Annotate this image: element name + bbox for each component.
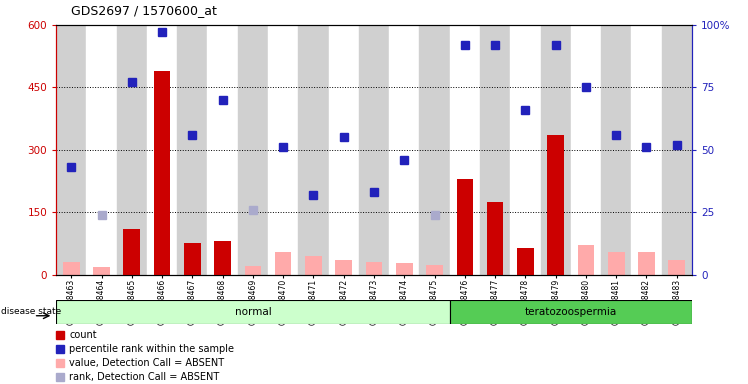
Text: disease state: disease state (1, 308, 61, 316)
Bar (487, 202, 503, 275)
Bar (662, 25, 692, 275)
Bar (450, 25, 480, 275)
Text: count: count (70, 330, 97, 340)
Bar (154, 71, 171, 275)
Bar (238, 25, 268, 275)
Bar (335, 260, 352, 275)
Bar (456, 179, 473, 275)
Bar (123, 229, 140, 275)
Text: normal: normal (235, 307, 272, 317)
Bar (517, 248, 534, 275)
Bar (601, 25, 631, 275)
Bar (275, 252, 292, 275)
Bar (94, 267, 110, 275)
Bar (571, 25, 601, 275)
Bar (177, 25, 207, 275)
Bar (577, 245, 594, 275)
Bar (214, 241, 231, 275)
Bar (117, 25, 147, 275)
Bar (420, 25, 450, 275)
Text: value, Detection Call = ABSENT: value, Detection Call = ABSENT (70, 358, 224, 368)
Bar (245, 266, 261, 275)
Bar (86, 25, 117, 275)
Bar (305, 256, 322, 275)
Bar (359, 25, 389, 275)
Bar (298, 25, 328, 275)
Bar (396, 263, 413, 275)
Bar (389, 25, 420, 275)
Bar (426, 265, 443, 275)
Bar (366, 262, 382, 275)
Bar (608, 252, 625, 275)
Text: GDS2697 / 1570600_at: GDS2697 / 1570600_at (71, 4, 217, 17)
Bar (328, 25, 359, 275)
Text: percentile rank within the sample: percentile rank within the sample (70, 344, 234, 354)
Bar (548, 135, 564, 275)
Text: rank, Detection Call = ABSENT: rank, Detection Call = ABSENT (70, 372, 220, 382)
Bar (480, 25, 510, 275)
Bar (541, 25, 571, 275)
Bar (56, 300, 450, 324)
Bar (184, 243, 200, 275)
Text: teratozoospermia: teratozoospermia (524, 307, 617, 317)
Bar (63, 262, 79, 275)
Bar (56, 25, 86, 275)
Bar (631, 25, 662, 275)
Bar (450, 300, 692, 324)
Bar (510, 25, 541, 275)
Bar (669, 260, 685, 275)
Bar (268, 25, 298, 275)
Bar (638, 252, 654, 275)
Bar (207, 25, 238, 275)
Bar (147, 25, 177, 275)
